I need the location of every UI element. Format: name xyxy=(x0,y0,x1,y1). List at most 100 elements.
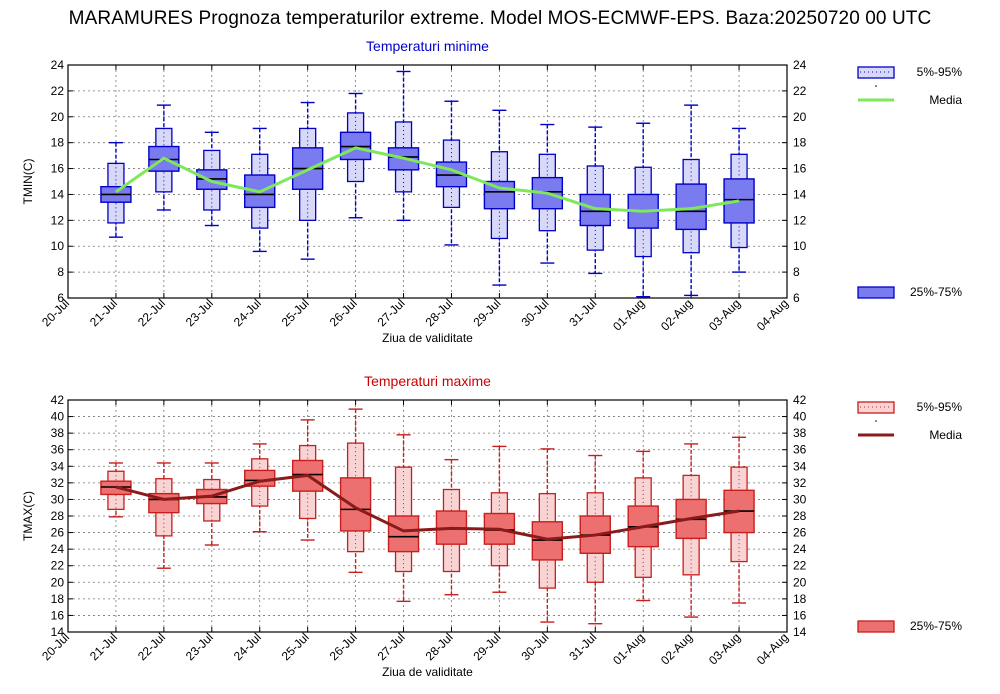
xtick-label: 03-Aug xyxy=(706,296,743,333)
legend-dot xyxy=(875,420,877,422)
xtick-label: 24-Jul xyxy=(231,296,264,329)
ytick-label-right: 26 xyxy=(793,526,807,540)
legend-label-5-95: 5%-95% xyxy=(917,400,963,414)
box-25-75 xyxy=(387,515,420,553)
legend-dot xyxy=(875,85,877,87)
tmax-box-24-Jul xyxy=(244,443,276,533)
ytick-label-left: 38 xyxy=(51,426,65,440)
ytick-label-right: 18 xyxy=(793,592,807,606)
tmin-box-29-Jul xyxy=(483,109,516,286)
tmin-box-23-Jul xyxy=(196,131,228,227)
tmin-legend: 5%-95% Media 25%-75% xyxy=(857,65,962,299)
xtick-label: 23-Jul xyxy=(183,296,216,329)
tmin-panel: Temperaturi minime 6 6 8 8 10 10 12 12 14 14 16 16 18… xyxy=(21,38,962,345)
xtick-label: 21-Jul xyxy=(87,296,120,329)
xtick-label: 02-Aug xyxy=(658,296,695,333)
ytick-label-right: 20 xyxy=(793,575,807,589)
tmin-box-22-Jul xyxy=(148,104,180,211)
tmin-plot-frame xyxy=(67,64,788,299)
xtick-label: 22-Jul xyxy=(135,296,168,329)
tmin-box-03-Aug xyxy=(723,127,755,273)
xtick-label: 04-Aug xyxy=(754,630,791,667)
xtick-label: 22-Jul xyxy=(135,630,168,663)
ytick-label-right: 22 xyxy=(793,559,807,573)
ytick-label-right: 24 xyxy=(793,58,807,72)
ytick-label-right: 36 xyxy=(793,443,807,457)
ytick-label-right: 6 xyxy=(793,291,800,305)
xtick-label: 23-Jul xyxy=(183,630,216,663)
box-25-75 xyxy=(531,521,564,561)
ytick-label-left: 16 xyxy=(51,608,65,622)
ytick-label-left: 16 xyxy=(51,162,65,176)
ytick-label-left: 18 xyxy=(51,136,65,150)
xtick-label: 30-Jul xyxy=(518,296,551,329)
xtick-label: 28-Jul xyxy=(423,630,456,663)
tmax-legend: 5%-95% Media 25%-75% xyxy=(857,400,963,633)
legend-swatch-25-75 xyxy=(857,286,895,299)
tmax-box-21-Jul xyxy=(100,462,132,518)
tmax-box-25-Jul xyxy=(291,419,324,541)
box-25-75 xyxy=(339,477,372,532)
ytick-label-right: 10 xyxy=(793,239,807,253)
tmin-box-26-Jul xyxy=(339,92,372,219)
legend-label-media: Media xyxy=(929,428,962,442)
tmax-ylabel: TMAX(C) xyxy=(21,491,35,541)
ytick-label-right: 20 xyxy=(793,110,807,124)
xtick-label: 30-Jul xyxy=(518,630,551,663)
ytick-label-right: 8 xyxy=(793,265,800,279)
ytick-label-right: 30 xyxy=(793,492,807,506)
tmax-box-03-Aug xyxy=(723,436,755,604)
tmax-box-30-Jul xyxy=(531,448,564,623)
tmax-title: Temperaturi maxime xyxy=(364,373,491,389)
ytick-label-left: 22 xyxy=(51,559,65,573)
xtick-label: 20-Jul xyxy=(39,296,72,329)
xtick-label: 24-Jul xyxy=(231,630,264,663)
tmax-box-22-Jul xyxy=(148,462,180,569)
xtick-label: 29-Jul xyxy=(471,630,504,663)
main-title: MARAMURES Prognoza temperaturilor extrem… xyxy=(68,8,932,29)
legend-label-25-75: 25%-75% xyxy=(910,619,962,633)
ytick-label-right: 24 xyxy=(793,542,807,556)
tmax-box-23-Jul xyxy=(196,462,228,546)
xtick-label: 03-Aug xyxy=(706,630,743,667)
legend-swatch-25-75 xyxy=(857,620,895,633)
xtick-label: 26-Jul xyxy=(327,630,360,663)
tmax-box-29-Jul xyxy=(483,445,516,593)
tmax-box-26-Jul xyxy=(339,408,372,574)
tmax-box-02-Aug xyxy=(675,443,707,618)
ytick-label-left: 12 xyxy=(51,213,65,227)
ytick-label-left: 24 xyxy=(51,58,65,72)
ytick-label-right: 42 xyxy=(793,393,807,407)
ytick-label-left: 14 xyxy=(51,187,65,201)
ytick-label-left: 34 xyxy=(51,459,65,473)
xtick-label: 01-Aug xyxy=(610,630,647,667)
xtick-label: 25-Jul xyxy=(279,296,312,329)
ytick-label-left: 40 xyxy=(51,410,65,424)
tmin-box-21-Jul xyxy=(100,141,132,238)
xtick-label: 01-Aug xyxy=(610,296,647,333)
xtick-label: 04-Aug xyxy=(754,296,791,333)
tmax-mean-line xyxy=(115,473,740,541)
tmin-title: Temperaturi minime xyxy=(366,38,489,54)
xtick-label: 31-Jul xyxy=(566,630,599,663)
xtick-label: 25-Jul xyxy=(279,630,312,663)
ytick-label-right: 34 xyxy=(793,459,807,473)
tmin-xlabel: Ziua de validitate xyxy=(382,331,473,345)
ytick-label-left: 8 xyxy=(57,265,64,279)
ytick-label-right: 40 xyxy=(793,410,807,424)
tmin-ylabel: TMIN(C) xyxy=(21,159,35,205)
xtick-label: 21-Jul xyxy=(87,630,120,663)
tmax-panel: Temperaturi maxime 14 14 16 16 18 18 20 20 22 22 24… xyxy=(21,373,962,679)
xtick-label: 31-Jul xyxy=(566,296,599,329)
xtick-label: 26-Jul xyxy=(327,296,360,329)
ytick-label-right: 14 xyxy=(793,187,807,201)
ytick-label-left: 30 xyxy=(51,492,65,506)
ytick-label-right: 38 xyxy=(793,426,807,440)
xtick-label: 27-Jul xyxy=(375,296,408,329)
tmax-plot-frame xyxy=(67,399,788,633)
ytick-label-left: 18 xyxy=(51,592,65,606)
legend-label-media: Media xyxy=(929,93,962,107)
tmin-mean-line xyxy=(115,146,740,213)
tmax-xlabel: Ziua de validitate xyxy=(382,665,473,679)
